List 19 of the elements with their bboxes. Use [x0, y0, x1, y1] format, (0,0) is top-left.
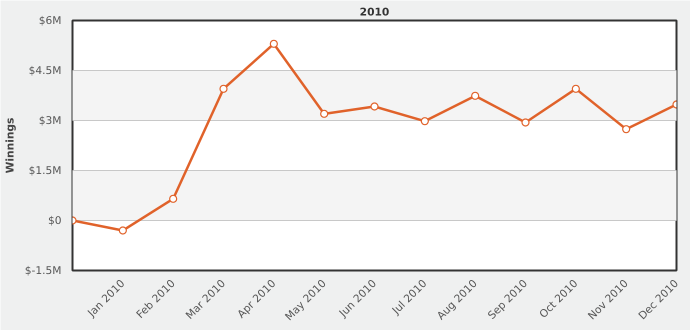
point [219, 84, 228, 93]
point [118, 226, 127, 235]
point [270, 40, 278, 48]
point [471, 92, 480, 100]
y-axis-title: Winnings [4, 118, 17, 174]
y-tick-label: $3M [38, 114, 62, 127]
point [572, 84, 580, 93]
point [521, 118, 530, 127]
y-tick-label: $-1.5M [24, 264, 62, 277]
y-tick-label: $4.5M [28, 64, 62, 77]
point [169, 194, 178, 203]
y-tick-label: $0 [48, 214, 62, 227]
y-tick-label: $6M [38, 14, 62, 27]
point [370, 102, 379, 111]
point [420, 117, 429, 126]
point [622, 125, 630, 134]
point [320, 110, 328, 118]
chart-title: 2010 [360, 6, 390, 18]
y-tick-label: $1.5M [28, 164, 62, 177]
